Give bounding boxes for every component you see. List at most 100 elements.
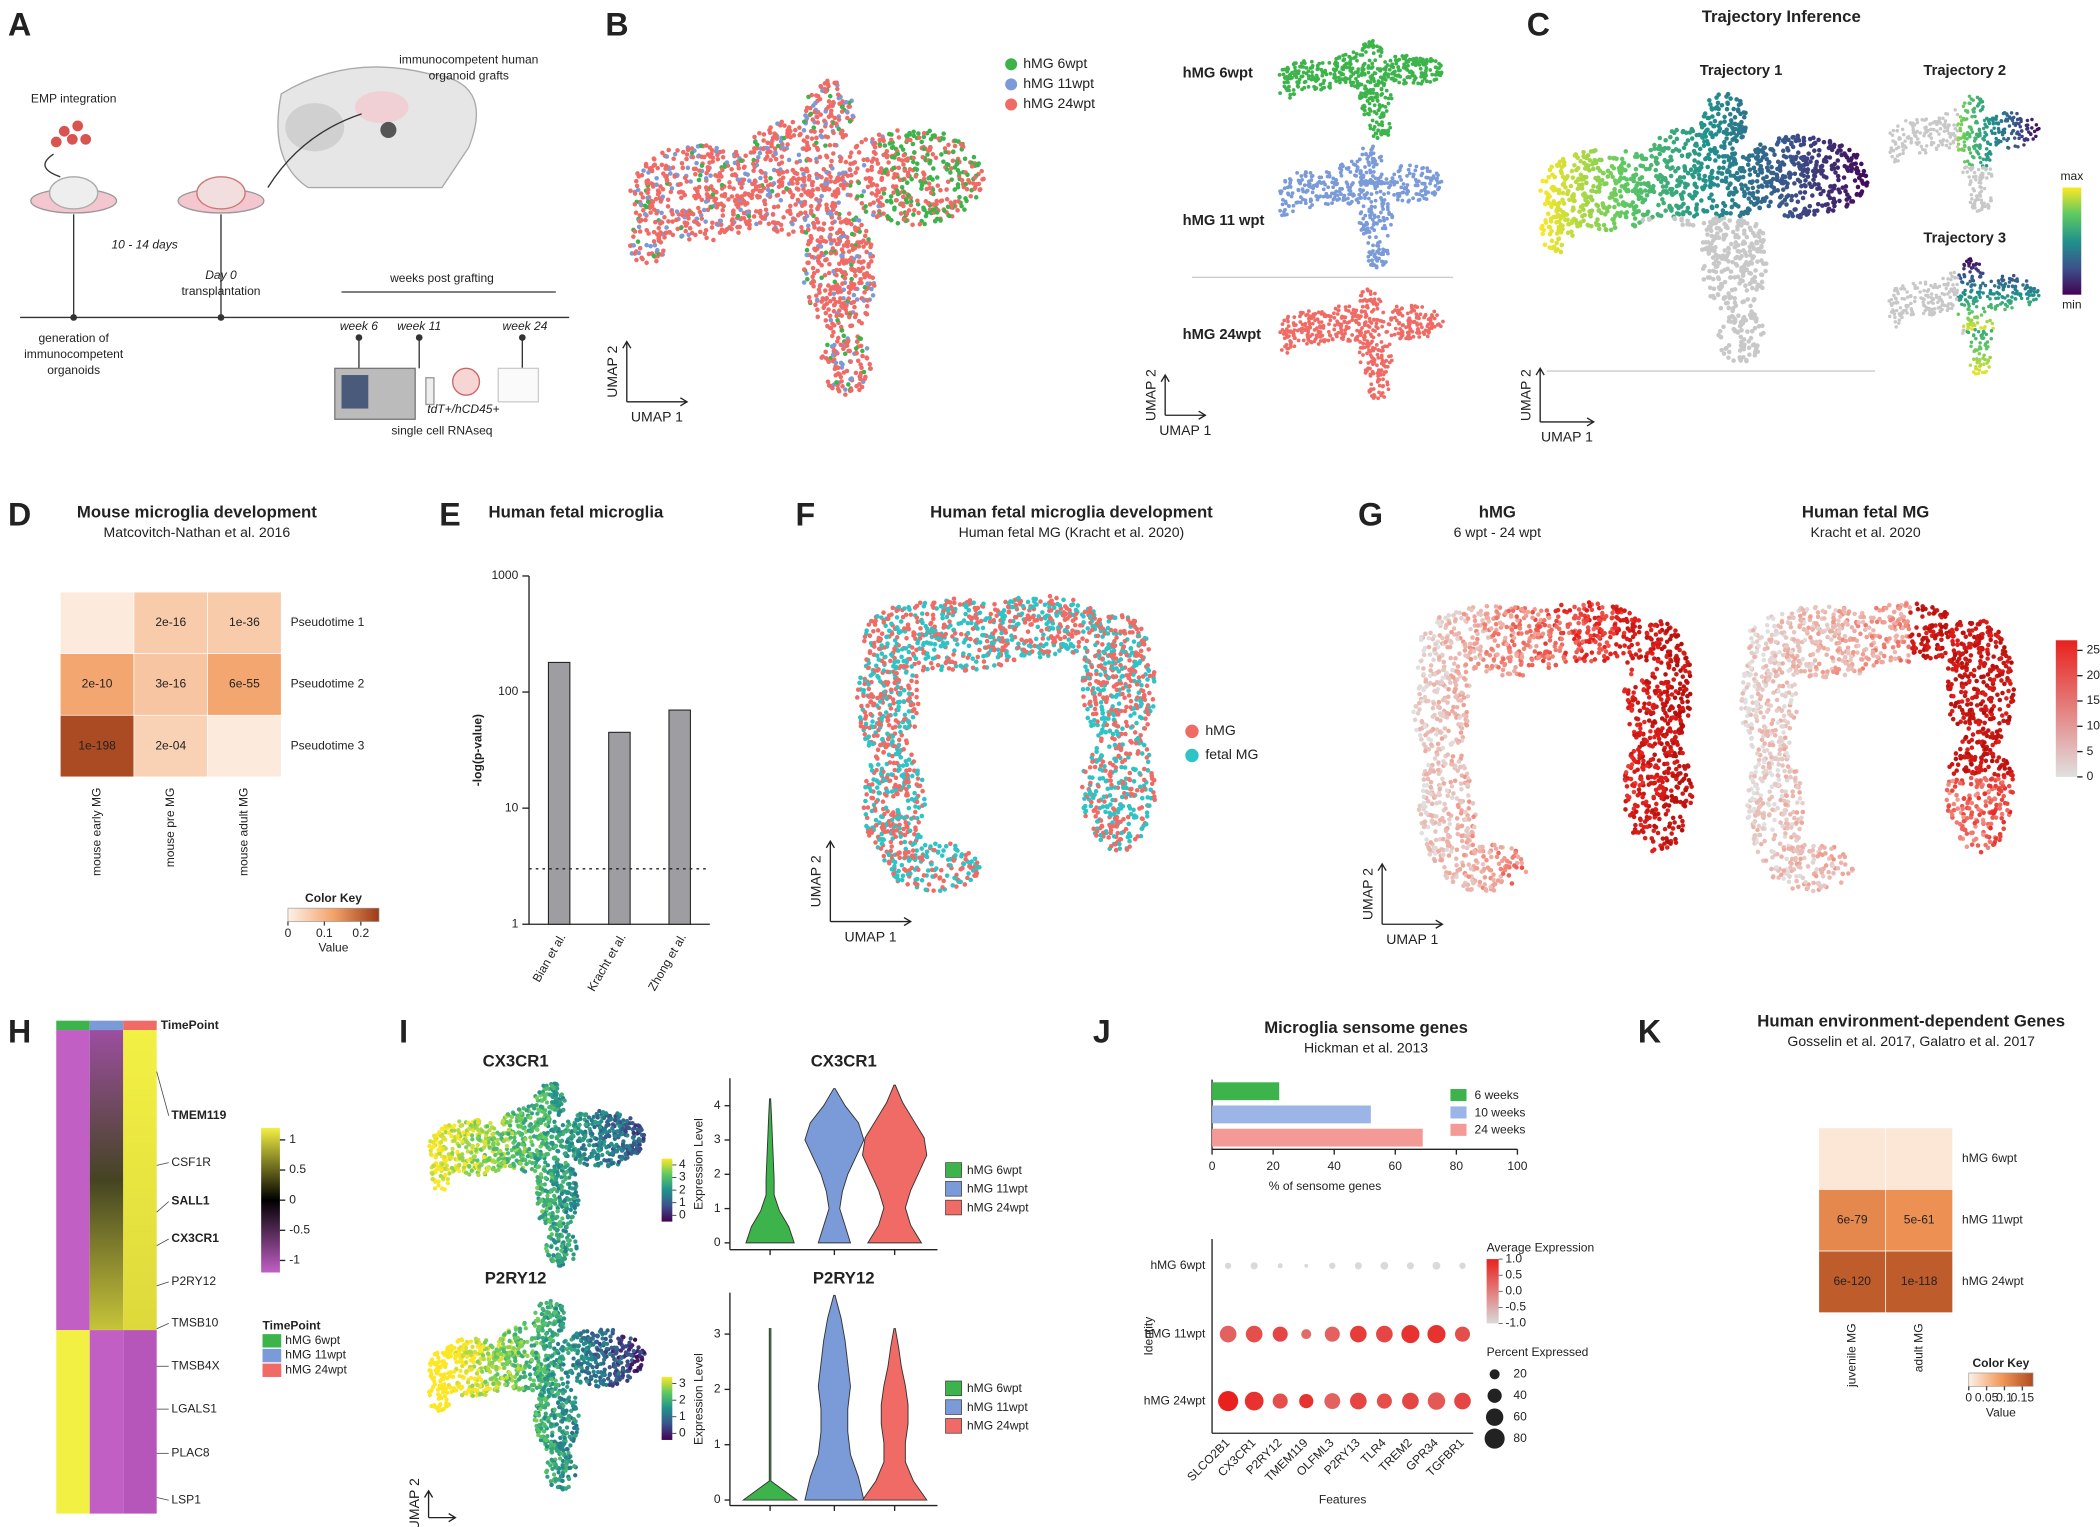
umap-point — [1418, 312, 1423, 317]
umap-point — [1376, 377, 1381, 382]
umap-point — [1425, 59, 1430, 63]
umap-point — [1334, 79, 1338, 83]
umap-point — [721, 203, 726, 208]
umap-point — [835, 335, 841, 341]
umap-point — [1372, 124, 1377, 129]
umap-point — [1945, 139, 1949, 143]
umap-point — [839, 365, 845, 370]
umap-point — [891, 190, 896, 195]
umap-point — [1407, 198, 1411, 203]
umap-point — [1342, 77, 1346, 82]
umap-point — [709, 225, 715, 230]
umap-point — [1369, 321, 1374, 325]
umap-point — [1316, 66, 1320, 71]
umap-point — [1411, 80, 1416, 85]
umap-point — [852, 245, 858, 251]
umap-point — [907, 130, 912, 136]
umap-point — [1697, 146, 1703, 152]
umap-point — [1759, 243, 1764, 249]
umap-point — [634, 178, 639, 184]
umap-point — [843, 99, 849, 105]
umap-point — [1280, 322, 1285, 327]
umap-point — [859, 139, 864, 145]
label: 10 - 14 days — [111, 237, 177, 251]
umap-point — [835, 178, 841, 183]
umap-point — [1546, 224, 1552, 230]
umap-point — [639, 172, 645, 178]
umap-point — [1383, 95, 1388, 100]
umap-point — [652, 242, 658, 248]
umap-point — [1559, 242, 1565, 248]
umap-point — [1758, 158, 1764, 163]
umap-point — [1383, 60, 1387, 64]
umap-point — [660, 186, 666, 192]
umap-point — [848, 280, 854, 286]
umap-point — [1370, 146, 1375, 151]
umap-point — [858, 277, 863, 282]
umap-point — [1372, 228, 1377, 232]
umap-point — [1676, 205, 1681, 211]
umap-point — [1387, 212, 1391, 217]
umap-point — [934, 175, 940, 180]
umap-point — [916, 210, 921, 216]
umap-point — [861, 238, 866, 243]
umap-point — [1789, 197, 1794, 203]
umap-point — [1437, 66, 1441, 71]
umap-point — [1795, 199, 1801, 205]
umap-point — [896, 156, 902, 162]
umap-point — [1425, 334, 1430, 339]
umap-point — [1375, 98, 1380, 102]
umap-point — [1388, 93, 1393, 97]
umap-point — [689, 230, 695, 236]
umap-point — [1377, 103, 1382, 107]
umap-point — [849, 388, 854, 393]
umap-point — [772, 131, 777, 136]
umap-point — [867, 251, 873, 257]
umap-point — [1643, 188, 1648, 193]
umap-point — [1335, 64, 1340, 69]
umap-point — [1401, 65, 1406, 70]
umap-point — [1386, 72, 1391, 77]
umap-point — [1426, 317, 1431, 322]
umap-point — [1380, 112, 1384, 117]
umap-point — [1644, 193, 1650, 198]
umap-point — [1297, 77, 1302, 82]
umap-point — [763, 156, 768, 162]
umap-point — [1399, 164, 1404, 168]
umap-point — [903, 197, 909, 202]
umap-point — [901, 162, 906, 167]
umap-point — [1330, 201, 1334, 205]
umap-point — [637, 245, 643, 251]
umap-point — [1428, 181, 1432, 186]
umap-point — [651, 239, 657, 244]
umap-point — [1383, 77, 1388, 82]
umap-point — [1798, 155, 1804, 161]
umap-point — [928, 190, 934, 196]
umap-point — [1812, 181, 1818, 187]
umap-point — [890, 184, 896, 189]
umap-point — [806, 294, 812, 300]
panel-letter: G — [1358, 497, 1383, 533]
umap-point — [864, 346, 870, 351]
umap-point — [1987, 171, 1991, 176]
umap-point — [1756, 282, 1761, 288]
umap-point — [730, 172, 735, 178]
umap-point — [1721, 236, 1726, 242]
umap-point — [1279, 348, 1284, 352]
umap-point — [1367, 235, 1372, 239]
umap-point — [1802, 206, 1808, 212]
umap-point — [802, 217, 808, 223]
umap-point — [1722, 203, 1728, 209]
umap-point — [1373, 205, 1377, 209]
umap-point — [810, 274, 815, 280]
umap-point — [704, 235, 709, 241]
umap-point — [826, 270, 832, 276]
umap-point — [912, 166, 918, 172]
umap-point — [1291, 209, 1295, 214]
umap-point — [1342, 320, 1347, 325]
umap-point — [1783, 136, 1788, 141]
umap-point — [803, 108, 809, 114]
umap-point — [1325, 195, 1330, 199]
umap-point — [831, 151, 836, 156]
umap-point — [1279, 189, 1284, 194]
